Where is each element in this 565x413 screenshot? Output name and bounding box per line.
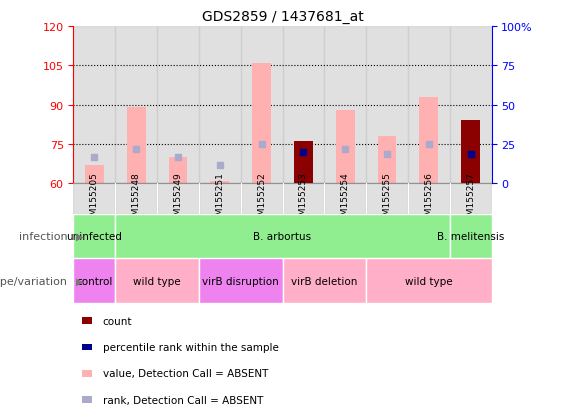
Bar bbox=[168, 158, 188, 184]
Text: count: count bbox=[103, 316, 132, 326]
Title: GDS2859 / 1437681_at: GDS2859 / 1437681_at bbox=[202, 10, 363, 24]
Bar bbox=[127, 108, 146, 184]
Text: ▶: ▶ bbox=[76, 231, 84, 242]
Bar bbox=[282, 27, 324, 184]
Bar bbox=[294, 142, 313, 184]
Text: virB disruption: virB disruption bbox=[202, 276, 279, 286]
Text: uninfected: uninfected bbox=[67, 231, 122, 242]
Bar bbox=[115, 184, 157, 215]
Bar bbox=[366, 184, 408, 215]
Bar bbox=[73, 258, 115, 304]
Bar bbox=[461, 121, 480, 184]
Text: value, Detection Call = ABSENT: value, Detection Call = ABSENT bbox=[103, 368, 268, 378]
Text: ▶: ▶ bbox=[76, 276, 84, 286]
Text: control: control bbox=[76, 276, 112, 286]
Bar bbox=[282, 184, 324, 215]
Bar bbox=[115, 258, 199, 304]
Bar bbox=[377, 137, 397, 184]
Bar bbox=[85, 166, 104, 184]
Bar bbox=[73, 184, 115, 215]
Bar bbox=[336, 111, 355, 184]
Bar bbox=[366, 27, 408, 184]
Bar bbox=[282, 258, 366, 304]
Bar bbox=[199, 258, 282, 304]
Bar bbox=[157, 184, 199, 215]
Text: GSM155255: GSM155255 bbox=[383, 172, 392, 227]
Text: GSM155256: GSM155256 bbox=[424, 172, 433, 227]
Bar bbox=[450, 215, 492, 258]
Bar bbox=[73, 215, 115, 258]
Bar bbox=[82, 318, 92, 324]
Bar bbox=[324, 27, 366, 184]
Text: B. arbortus: B. arbortus bbox=[254, 231, 311, 242]
Bar bbox=[408, 184, 450, 215]
Bar bbox=[241, 27, 282, 184]
Bar bbox=[73, 27, 115, 184]
Bar bbox=[82, 344, 92, 351]
Text: GSM155252: GSM155252 bbox=[257, 172, 266, 227]
Bar bbox=[199, 184, 241, 215]
Bar bbox=[157, 27, 199, 184]
Bar bbox=[115, 27, 157, 184]
Text: B. melitensis: B. melitensis bbox=[437, 231, 505, 242]
Text: wild type: wild type bbox=[133, 276, 181, 286]
Bar bbox=[115, 215, 450, 258]
Text: GSM155254: GSM155254 bbox=[341, 172, 350, 227]
Bar bbox=[450, 184, 492, 215]
Text: genotype/variation: genotype/variation bbox=[0, 276, 68, 286]
Bar bbox=[199, 27, 241, 184]
Text: GSM155249: GSM155249 bbox=[173, 172, 182, 227]
Text: GSM155251: GSM155251 bbox=[215, 172, 224, 227]
Bar bbox=[324, 184, 366, 215]
Bar bbox=[82, 396, 92, 403]
Text: GSM155257: GSM155257 bbox=[466, 172, 475, 227]
Bar bbox=[241, 184, 282, 215]
Bar bbox=[210, 181, 229, 184]
Bar bbox=[252, 64, 271, 184]
Bar bbox=[419, 97, 438, 184]
Text: infection: infection bbox=[19, 231, 68, 242]
Text: GSM155248: GSM155248 bbox=[132, 172, 141, 227]
Bar bbox=[366, 258, 492, 304]
Bar bbox=[82, 370, 92, 377]
Text: percentile rank within the sample: percentile rank within the sample bbox=[103, 342, 279, 352]
Text: virB deletion: virB deletion bbox=[291, 276, 358, 286]
Text: GSM155205: GSM155205 bbox=[90, 172, 99, 227]
Bar bbox=[408, 27, 450, 184]
Text: rank, Detection Call = ABSENT: rank, Detection Call = ABSENT bbox=[103, 395, 263, 405]
Bar bbox=[450, 27, 492, 184]
Text: wild type: wild type bbox=[405, 276, 453, 286]
Text: GSM155253: GSM155253 bbox=[299, 172, 308, 227]
